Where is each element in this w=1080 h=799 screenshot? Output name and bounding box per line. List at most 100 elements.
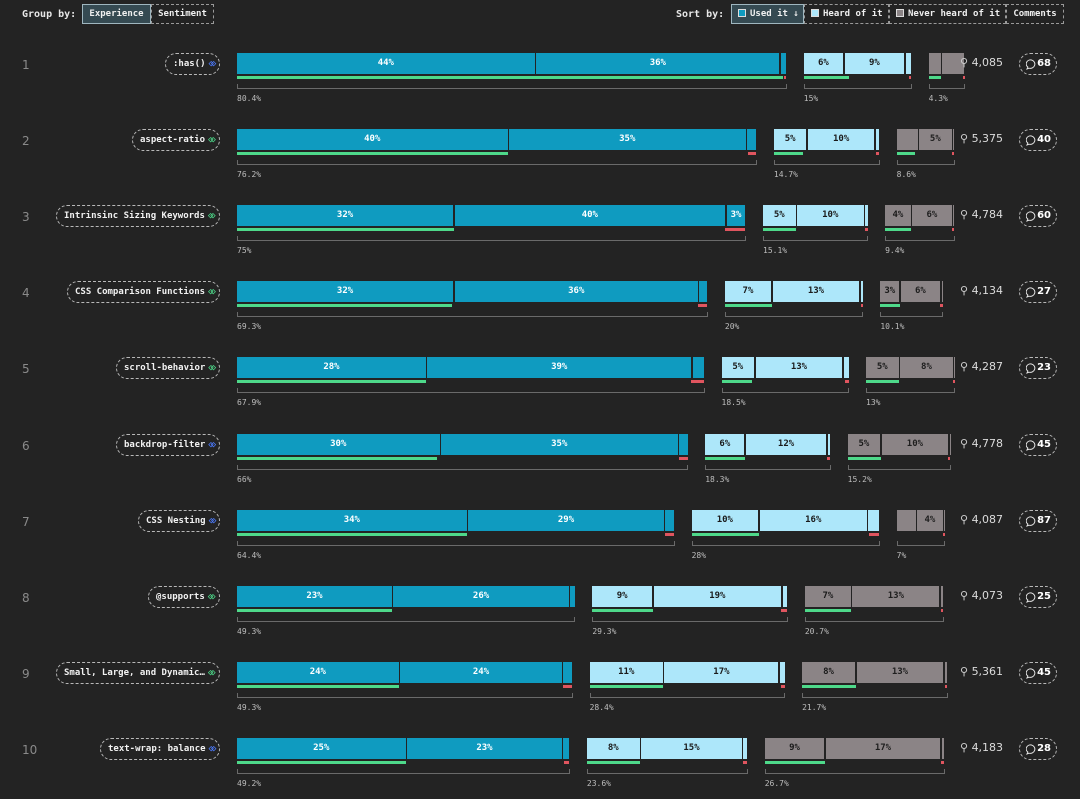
row-8-feature-pill[interactable]: @supports ◇◇ — [148, 586, 220, 608]
row-8-used-segment-3[interactable] — [570, 586, 575, 607]
row-10-heard-segment-3[interactable] — [743, 738, 748, 759]
sort-never-button[interactable]: Never heard of it — [889, 4, 1006, 24]
row-6-used-segment-3[interactable] — [679, 434, 688, 455]
row-5-heard-segment-1[interactable]: 5% — [721, 357, 755, 378]
row-8-comments-button[interactable]: 25 — [1019, 586, 1057, 608]
row-10-never-segment-1[interactable]: 9% — [764, 738, 825, 759]
row-9-used-segment-1[interactable]: 24% — [237, 662, 399, 683]
row-1-used-segment-2[interactable]: 36% — [536, 53, 780, 74]
row-4-used-segment-1[interactable]: 32% — [237, 281, 454, 302]
row-6-never-segment-1[interactable]: 5% — [847, 434, 881, 455]
row-4-never-segment-2[interactable]: 6% — [900, 281, 941, 302]
row-5-used-segment-3[interactable] — [692, 357, 704, 378]
row-1-heard-segment-1[interactable]: 6% — [803, 53, 844, 74]
row-3-used-segment-2[interactable]: 40% — [454, 205, 726, 226]
row-1-comments-button[interactable]: 68 — [1019, 53, 1057, 75]
row-8-never-segment-1[interactable]: 7% — [804, 586, 851, 607]
row-9-heard-segment-3[interactable] — [780, 662, 785, 683]
row-1-never-segment-2[interactable] — [942, 53, 965, 74]
row-5-never-segment-1[interactable]: 5% — [866, 357, 899, 378]
row-2-used-segment-2[interactable]: 35% — [509, 129, 746, 150]
row-10-comments-button[interactable]: 28 — [1019, 738, 1057, 760]
row-3-feature-pill[interactable]: Intrinsinc Sizing Keywords ◇◇ — [56, 205, 220, 227]
row-7-heard-segment-3[interactable] — [868, 510, 880, 531]
row-2-used-segment-1[interactable]: 40% — [237, 129, 508, 150]
row-6-used-segment-1[interactable]: 30% — [237, 434, 440, 455]
row-6-feature-pill[interactable]: backdrop-filter ◇◇ — [116, 434, 221, 456]
row-8-used-segment-1[interactable]: 23% — [237, 586, 392, 607]
row-6-comments-button[interactable]: 45 — [1019, 434, 1057, 456]
row-4-never-segment-3[interactable] — [941, 281, 943, 302]
row-4-feature-pill[interactable]: CSS Comparison Functions ◇◇ — [67, 281, 220, 303]
row-7-never-segment-2[interactable]: 4% — [917, 510, 943, 531]
row-6-heard-segment-2[interactable]: 12% — [746, 434, 827, 455]
row-4-comments-button[interactable]: 27 — [1019, 281, 1057, 303]
row-7-heard-segment-2[interactable]: 16% — [759, 510, 867, 531]
row-2-never-segment-2[interactable]: 5% — [919, 129, 952, 150]
row-5-comments-button[interactable]: 23 — [1019, 357, 1057, 379]
row-1-used-segment-1[interactable]: 44% — [237, 53, 535, 74]
row-3-heard-segment-2[interactable]: 10% — [797, 205, 864, 226]
row-5-heard-segment-2[interactable]: 13% — [755, 357, 843, 378]
row-9-heard-segment-1[interactable]: 11% — [589, 662, 663, 683]
row-2-heard-segment-1[interactable]: 5% — [773, 129, 807, 150]
group-by-experience-button[interactable]: Experience — [82, 4, 151, 24]
row-9-used-segment-2[interactable]: 24% — [400, 662, 562, 683]
row-3-heard-segment-1[interactable]: 5% — [763, 205, 796, 226]
row-9-never-segment-2[interactable]: 13% — [856, 662, 944, 683]
row-3-used-segment-1[interactable]: 32% — [237, 205, 454, 226]
row-7-used-segment-1[interactable]: 34% — [237, 510, 467, 531]
row-10-feature-pill[interactable]: text-wrap: balance ◇◇ — [100, 738, 221, 760]
row-10-used-segment-1[interactable]: 25% — [237, 738, 406, 759]
row-6-heard-segment-1[interactable]: 6% — [705, 434, 745, 455]
row-4-never-segment-1[interactable]: 3% — [880, 281, 900, 302]
row-3-comments-button[interactable]: 60 — [1019, 205, 1057, 227]
row-8-never-segment-3[interactable] — [940, 586, 944, 607]
row-2-feature-pill[interactable]: aspect-ratio ◇◇ — [132, 129, 220, 151]
row-5-never-segment-2[interactable]: 8% — [900, 357, 953, 378]
row-8-heard-segment-2[interactable]: 19% — [653, 586, 782, 607]
row-1-heard-segment-3[interactable] — [905, 53, 912, 74]
group-by-sentiment-button[interactable]: Sentiment — [151, 4, 214, 24]
row-2-comments-button[interactable]: 40 — [1019, 129, 1057, 151]
row-10-never-segment-3[interactable] — [941, 738, 945, 759]
row-10-heard-segment-1[interactable]: 8% — [586, 738, 640, 759]
row-2-never-segment-1[interactable] — [896, 129, 918, 150]
row-5-used-segment-1[interactable]: 28% — [237, 357, 426, 378]
row-8-heard-segment-3[interactable] — [782, 586, 788, 607]
row-9-feature-pill[interactable]: Small, Large, and Dynamic… ◇◇ — [56, 662, 220, 684]
row-5-used-segment-2[interactable]: 39% — [427, 357, 692, 378]
row-8-heard-segment-1[interactable]: 9% — [592, 586, 652, 607]
row-8-used-segment-2[interactable]: 26% — [393, 586, 569, 607]
row-1-never-segment-1[interactable] — [928, 53, 941, 74]
row-7-used-segment-2[interactable]: 29% — [468, 510, 664, 531]
row-10-heard-segment-2[interactable]: 15% — [641, 738, 742, 759]
row-3-used-segment-3[interactable]: 3% — [726, 205, 746, 226]
row-7-heard-segment-1[interactable]: 10% — [691, 510, 759, 531]
row-4-heard-segment-2[interactable]: 13% — [772, 281, 860, 302]
row-1-used-segment-3[interactable] — [781, 53, 787, 74]
row-8-never-segment-2[interactable]: 13% — [852, 586, 940, 607]
sort-used-button[interactable]: Used it ↓ — [731, 4, 804, 24]
row-5-heard-segment-3[interactable] — [843, 357, 849, 378]
row-3-heard-segment-3[interactable] — [865, 205, 868, 226]
row-6-never-segment-2[interactable]: 10% — [881, 434, 949, 455]
row-10-never-segment-2[interactable]: 17% — [825, 738, 940, 759]
row-2-heard-segment-3[interactable] — [875, 129, 880, 150]
row-6-heard-segment-3[interactable] — [827, 434, 831, 455]
row-3-never-segment-3[interactable] — [953, 205, 955, 226]
row-7-never-segment-1[interactable] — [896, 510, 916, 531]
row-4-used-segment-2[interactable]: 36% — [454, 281, 698, 302]
row-7-feature-pill[interactable]: CSS Nesting ◇◇ — [138, 510, 221, 532]
row-1-heard-segment-2[interactable]: 9% — [844, 53, 905, 74]
row-7-never-segment-3[interactable] — [944, 510, 945, 531]
sort-comments-button[interactable]: Comments — [1006, 4, 1064, 24]
row-9-heard-segment-2[interactable]: 17% — [664, 662, 779, 683]
row-4-used-segment-3[interactable] — [699, 281, 708, 302]
row-5-never-segment-3[interactable] — [954, 357, 955, 378]
row-4-heard-segment-1[interactable]: 7% — [724, 281, 771, 302]
row-1-feature-pill[interactable]: :has() ◇◇ — [165, 53, 221, 75]
row-9-used-segment-3[interactable] — [563, 662, 573, 683]
row-2-heard-segment-2[interactable]: 10% — [807, 129, 875, 150]
row-6-used-segment-2[interactable]: 35% — [441, 434, 678, 455]
